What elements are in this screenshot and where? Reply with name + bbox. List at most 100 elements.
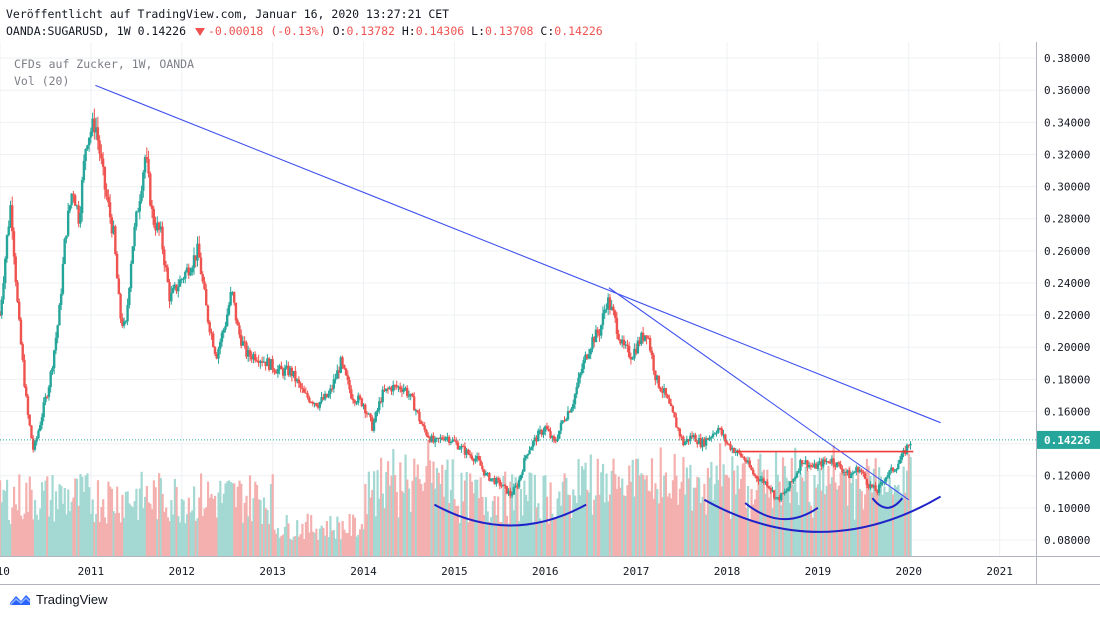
candle-body (369, 413, 372, 418)
volume-bar (269, 483, 273, 556)
candle-body (358, 395, 362, 399)
volume-bar (729, 518, 732, 556)
candle-body (582, 360, 585, 370)
candle-body (809, 464, 813, 467)
candle-body (708, 437, 711, 440)
candle-body (19, 319, 23, 345)
volume-bar (673, 454, 676, 556)
volume-bar (257, 499, 260, 556)
candle-body (171, 288, 175, 293)
volume-bar (741, 463, 744, 556)
candle-body (38, 425, 42, 431)
candle-body (45, 396, 49, 398)
candle-body (213, 346, 217, 354)
volume-bar (476, 479, 479, 556)
volume-bar (70, 501, 73, 556)
candle-body (783, 491, 786, 494)
candle-body (697, 438, 701, 445)
candle-body (648, 337, 652, 351)
volume-bar (42, 490, 45, 556)
close-label: C: (540, 24, 555, 38)
candle-body (671, 406, 675, 413)
volume-bar (248, 475, 252, 556)
volume-bar (727, 477, 730, 556)
candle-body (82, 161, 86, 181)
y-tick-label: 0.18000 (1044, 373, 1090, 386)
volume-bar (416, 464, 419, 556)
candle-body (145, 157, 149, 160)
volume-bar (446, 459, 449, 556)
candle-body (692, 434, 696, 438)
candle-body (44, 396, 47, 403)
volume-bar (844, 467, 848, 556)
candle-body (133, 226, 136, 247)
volume-bar (182, 500, 185, 556)
volume-bar (872, 468, 876, 556)
volume-bar (528, 472, 531, 556)
candle-body (620, 339, 624, 344)
candle-body (25, 386, 28, 397)
candle-body (472, 459, 475, 462)
volume-bar (310, 515, 313, 556)
volume-bar (304, 521, 308, 556)
cup-arc (744, 502, 819, 521)
volume-bar (519, 488, 522, 556)
candle-body (203, 281, 206, 290)
volume-bar (289, 538, 292, 556)
volume-bar (624, 496, 627, 556)
volume-bar (589, 454, 592, 556)
volume-bar (881, 494, 884, 556)
candle-body (241, 341, 245, 346)
trendline-long (95, 84, 941, 424)
candle-body (881, 482, 884, 484)
volume-bar (477, 498, 481, 556)
candle-body (280, 365, 283, 370)
candle-body (140, 190, 143, 202)
volume-bar (757, 459, 760, 556)
candle-body (842, 471, 846, 473)
candle-body (246, 350, 250, 357)
candle-body (152, 209, 155, 225)
volume-bar (823, 494, 827, 556)
candle-body (766, 481, 769, 487)
volume-bar (895, 486, 898, 556)
candle-body (834, 464, 837, 467)
candle-body (430, 435, 433, 442)
tradingview-brand[interactable]: TradingView (8, 592, 108, 607)
volume-bar (780, 505, 783, 556)
volume-bar (110, 488, 114, 556)
volume-bar (689, 464, 692, 556)
candle-body (575, 386, 578, 395)
candle-body (491, 478, 495, 480)
volume-bar (682, 457, 685, 556)
volume-bar (591, 514, 594, 556)
volume-bar (56, 509, 59, 556)
volume-bar (649, 491, 652, 556)
candle-body (4, 258, 7, 284)
volume-bar (677, 504, 680, 556)
volume-bar (708, 477, 711, 556)
candle-body (323, 393, 327, 400)
candle-body (311, 402, 315, 404)
candle-body (86, 145, 89, 150)
candle-body (168, 281, 171, 302)
volume-bar (11, 507, 14, 556)
candle-body (68, 205, 72, 211)
volume-bar (75, 478, 79, 556)
volume-bar (703, 483, 706, 556)
candle-body (460, 446, 463, 449)
candle-body (876, 491, 879, 493)
volume-bar (2, 489, 5, 556)
volume-bar (192, 486, 196, 556)
volume-bar (640, 473, 643, 556)
candle-body (47, 387, 51, 397)
y-tick-label: 0.20000 (1044, 341, 1090, 354)
candle-body (355, 402, 358, 404)
volume-bar (565, 477, 568, 556)
candle-body (592, 337, 596, 343)
volume-bar (30, 489, 33, 556)
volume-bar (194, 520, 197, 556)
candle-body (703, 438, 706, 446)
volume-bar (827, 465, 830, 556)
